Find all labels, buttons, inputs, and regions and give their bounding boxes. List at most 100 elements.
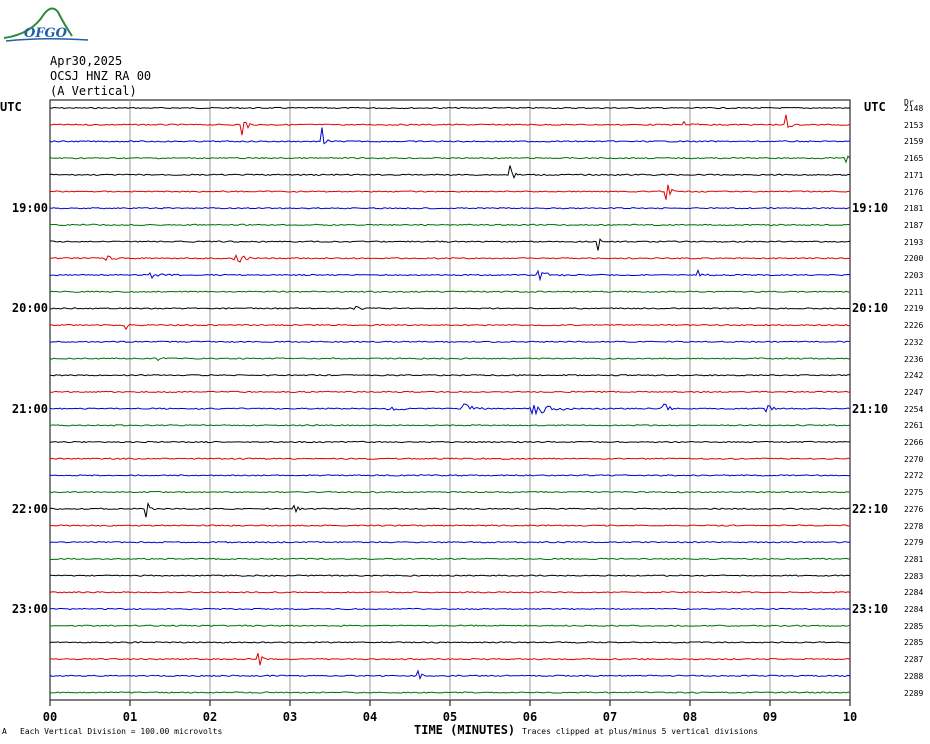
left-axis-label: UTC [0, 100, 22, 114]
header-date: Apr30,2025 [50, 54, 123, 68]
right-row-value: 2203 [904, 271, 924, 280]
trace-line [49, 457, 851, 460]
right-row-value: 2283 [904, 571, 924, 581]
ofgo-logo [3, 7, 89, 42]
left-time-label: 23:00 [11, 602, 48, 616]
left-time-label: 20:00 [11, 301, 48, 316]
right-row-value: 2200 [904, 254, 924, 264]
right-row-value: 2153 [904, 120, 924, 130]
right-row-value: 2275 [904, 488, 924, 498]
right-row-value: 2288 [904, 671, 924, 681]
right-row-value: 2181 [904, 204, 924, 214]
right-row-value: 2211 [904, 287, 924, 297]
right-axis-label: UTC [864, 100, 886, 114]
trace-line [49, 501, 851, 518]
right-row-value: 2219 [904, 304, 924, 314]
trace-line [49, 424, 851, 427]
right-row-value: 2261 [904, 421, 924, 431]
right-row-value: 2148 [904, 104, 924, 113]
trace-line [49, 340, 851, 343]
right-row-value: 2285 [904, 638, 924, 648]
x-tick-label: 07 [602, 710, 618, 724]
right-row-value: 2285 [904, 621, 924, 631]
trace-line [49, 155, 851, 164]
trace-line [49, 390, 851, 394]
right-row-value: 2272 [904, 471, 924, 481]
trace-line [49, 624, 851, 627]
trace-line [49, 269, 851, 282]
right-time-label: 21:10 [852, 401, 889, 416]
right-row-value: 2276 [904, 504, 924, 514]
right-row-value: 2278 [904, 521, 924, 531]
trace-line [49, 607, 851, 611]
right-row-value: 2232 [904, 337, 924, 347]
trace-line [49, 127, 851, 145]
trace-line [49, 669, 851, 680]
trace-line [49, 323, 851, 331]
right-header: Dr [904, 98, 914, 107]
trace-line [49, 440, 850, 444]
right-row-value: 2287 [904, 655, 924, 665]
x-tick-label: 05 [442, 710, 458, 724]
right-row-value: 2284 [904, 588, 924, 598]
trace-line [49, 253, 851, 263]
trace-line [50, 653, 851, 666]
right-row-value: 2254 [904, 404, 924, 414]
trace-line [49, 541, 851, 544]
trace-line [49, 403, 851, 416]
trace-line [49, 641, 851, 644]
logo-text: OFGO [24, 26, 67, 41]
trace-line [49, 106, 851, 110]
right-time-label: 23:10 [852, 602, 889, 616]
right-row-value: 2193 [904, 237, 924, 247]
left-time-label: 22:00 [11, 501, 48, 516]
right-row-value: 2242 [904, 371, 924, 381]
trace-line [49, 474, 851, 477]
left-time-label: 19:00 [11, 201, 48, 216]
right-row-value: 2226 [904, 321, 924, 331]
trace-line [49, 574, 851, 577]
right-row-value: 2247 [904, 387, 924, 397]
trace-line [49, 290, 851, 293]
right-row-value: 2266 [904, 438, 924, 447]
trace-line [49, 490, 851, 494]
x-tick-label: 06 [522, 710, 538, 724]
trace-line [49, 357, 851, 362]
right-row-value: 2281 [904, 554, 924, 564]
right-row-value: 2289 [904, 688, 924, 698]
trace-line [50, 238, 851, 251]
x-axis-title: TIME (MINUTES) [414, 723, 516, 737]
x-tick-label: 00 [42, 710, 58, 724]
right-row-value: 2165 [904, 154, 924, 164]
right-time-label: 20:10 [852, 301, 889, 316]
right-row-value: 2284 [904, 605, 924, 614]
x-tick-label: 10 [842, 710, 858, 724]
right-row-value: 2187 [904, 220, 924, 230]
x-tick-label: 03 [282, 710, 298, 724]
trace-line [49, 591, 851, 594]
left-time-label: 21:00 [11, 401, 48, 416]
x-tick-label: 01 [122, 710, 138, 724]
trace-line [49, 524, 851, 527]
right-row-value: 2159 [904, 137, 924, 147]
x-tick-label: 04 [362, 710, 378, 724]
right-time-label: 22:10 [852, 501, 889, 516]
scale-note: Each Vertical Division = 100.00 microvol… [20, 727, 223, 736]
trace-line [49, 691, 851, 694]
trace-line [49, 114, 851, 136]
right-row-value: 2270 [904, 454, 924, 464]
clip-note: Traces clipped at plus/minus 5 vertical … [522, 727, 759, 736]
x-tick-label: 09 [762, 710, 778, 724]
corner-mark: A [2, 727, 7, 736]
trace-line [49, 207, 851, 210]
trace-line [49, 165, 851, 179]
right-row-value: 2171 [904, 170, 924, 180]
trace-line [49, 184, 851, 200]
right-row-value: 2236 [904, 354, 924, 364]
x-tick-label: 08 [682, 710, 698, 724]
right-time-label: 19:10 [852, 201, 889, 216]
x-tick-label: 02 [202, 710, 218, 724]
header-station: OCSJ HNZ RA 00 [50, 69, 152, 83]
header-component: (A Vertical) [50, 84, 137, 98]
